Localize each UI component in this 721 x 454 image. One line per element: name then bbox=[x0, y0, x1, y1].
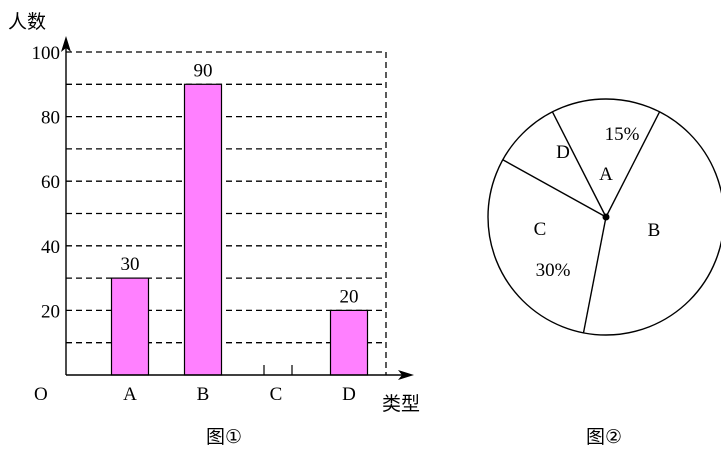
axes bbox=[61, 36, 414, 380]
y-axis-arrow-icon bbox=[61, 36, 71, 52]
x-tick-label-B: B bbox=[197, 384, 210, 405]
bar-value-label-D: 20 bbox=[340, 286, 359, 307]
pie-slice-label-A: A bbox=[599, 164, 613, 185]
x-axis-title: 类型 bbox=[382, 393, 420, 415]
tick-labels: A B C D 20 40 60 80 100 bbox=[32, 43, 356, 405]
pie-percent-label-C: 30% bbox=[536, 260, 571, 281]
pie-boundary-A-D bbox=[551, 111, 607, 218]
y-tick-label-60: 60 bbox=[41, 172, 60, 193]
pie-percent-label-A: 15% bbox=[605, 124, 640, 145]
figure2-caption: 图② bbox=[586, 426, 622, 448]
x-tick-label-C: C bbox=[270, 384, 283, 405]
x-tick-label-D: D bbox=[342, 384, 356, 405]
origin-label: O bbox=[34, 384, 48, 405]
pie-chart: 15% A D C 30% B bbox=[487, 98, 721, 336]
bars-group: 30 90 20 bbox=[110, 60, 369, 376]
bar-A bbox=[110, 277, 150, 376]
pie-slice-label-D: D bbox=[556, 142, 570, 163]
y-axis-title: 人数 bbox=[8, 11, 46, 33]
x-tick-label-A: A bbox=[123, 384, 137, 405]
pie-boundary-D-C bbox=[502, 159, 607, 218]
y-tick-label-40: 40 bbox=[41, 237, 60, 258]
bar-B bbox=[183, 83, 223, 376]
x-axis-arrow-icon bbox=[398, 370, 414, 380]
pie-boundary-A-B bbox=[605, 111, 661, 218]
bar-D bbox=[329, 309, 369, 376]
y-tick-label-100: 100 bbox=[32, 43, 61, 64]
y-tick-label-20: 20 bbox=[41, 301, 60, 322]
bar-chart: 30 90 20 A B C D 20 40 60 80 100 人数 类型 O 图① bbox=[8, 11, 420, 448]
pie-slice-label-B: B bbox=[648, 220, 661, 241]
figure1-caption: 图① bbox=[206, 426, 242, 448]
grid-lines bbox=[66, 51, 387, 375]
pie-slice-label-C: C bbox=[534, 219, 547, 240]
bar-value-label-B: 90 bbox=[194, 60, 213, 81]
bar-value-label-A: 30 bbox=[121, 254, 140, 275]
pie-boundary-C-B bbox=[582, 216, 607, 333]
y-tick-label-80: 80 bbox=[41, 108, 60, 129]
pie-center-dot bbox=[602, 213, 610, 221]
